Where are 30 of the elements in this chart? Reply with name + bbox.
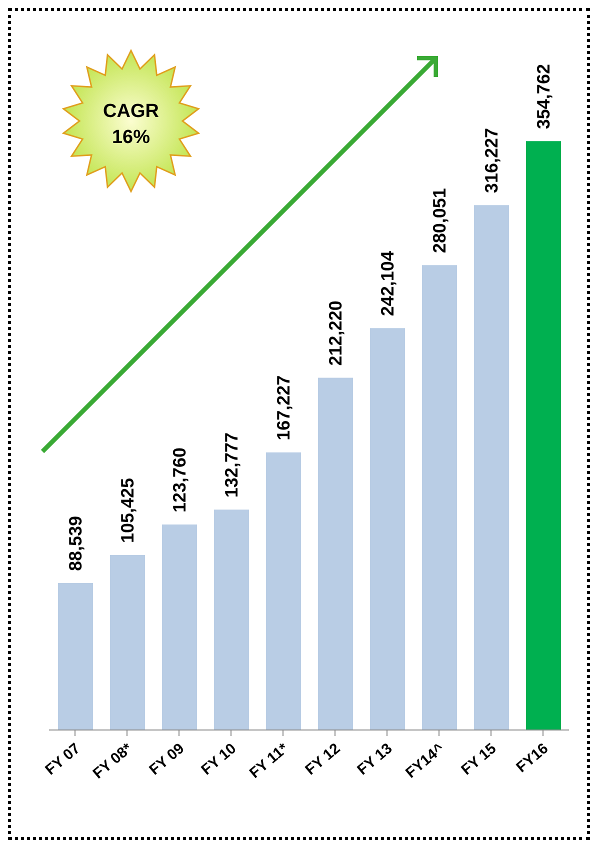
- data-label: 316,227: [482, 128, 502, 194]
- bar: [422, 265, 457, 730]
- bar: [526, 141, 561, 730]
- data-label: 132,777: [222, 432, 242, 498]
- data-label: 212,220: [326, 300, 346, 366]
- data-label: 105,425: [118, 478, 138, 543]
- bar: [58, 583, 93, 730]
- bar: [474, 205, 509, 730]
- data-label: 88,539: [66, 516, 86, 572]
- bar: [214, 510, 249, 730]
- data-label: 242,104: [378, 251, 398, 316]
- annotation: CAGR 16%: [103, 101, 160, 148]
- bar: [370, 328, 405, 730]
- x-tick-label: FY 09: [146, 740, 188, 779]
- bar: [162, 524, 197, 730]
- bar: [110, 554, 145, 730]
- x-tick-label: FY 07: [42, 740, 84, 779]
- data-label: 354,762: [534, 64, 554, 130]
- data-label: 280,051: [430, 188, 450, 254]
- bar: [266, 452, 301, 730]
- data-label: 167,227: [274, 375, 294, 440]
- x-tick-label: FY 08*: [90, 740, 136, 782]
- x-tick-label: FY 15: [458, 740, 500, 779]
- x-tick-label: FY 13: [354, 740, 396, 779]
- x-tick-label: FY 11*: [246, 740, 292, 782]
- starburst-icon: CAGR 16%: [62, 48, 200, 194]
- data-label: 123,760: [170, 447, 190, 513]
- x-tick-label: FY 10: [198, 740, 240, 779]
- x-tick-label: FY 12: [302, 740, 344, 779]
- bar: [318, 378, 353, 730]
